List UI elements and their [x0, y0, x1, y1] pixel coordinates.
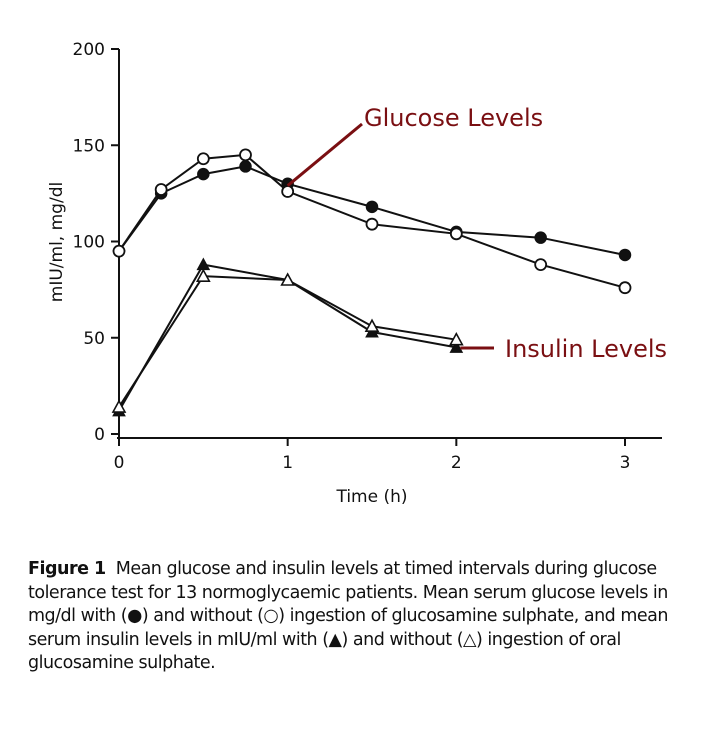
y-tick-label: 150: [73, 136, 105, 156]
data-point-open-circle: [281, 185, 295, 198]
data-point-open-triangle: [195, 268, 211, 282]
figure-caption: Figure 1 Mean glucose and insulin levels …: [28, 558, 688, 676]
x-axis-label: Time (h): [335, 487, 407, 507]
annotation-leader-glucose: [286, 122, 363, 187]
data-point-open-triangle: [448, 332, 464, 346]
data-point-filled-circle: [534, 231, 547, 244]
data-point-open-circle: [534, 258, 548, 272]
data-point-open-circle: [239, 148, 252, 162]
series-layer: [111, 148, 632, 417]
data-point-open-triangle: [280, 272, 296, 286]
data-point-open-circle: [112, 244, 126, 258]
chart: 0 50 100 150 200 0 1 2 3 Time (h) mIU/ml, mg/dl Gl…: [47, 40, 667, 507]
annotation-insulin-levels: Insulin Levels: [505, 335, 667, 363]
series-line-open-triangle: [118, 275, 457, 408]
data-point-open-circle: [618, 281, 632, 295]
data-point-filled-triangle: [196, 257, 211, 271]
annotation-glucose-levels: Glucose Levels: [364, 104, 543, 132]
x-tick-label: 0: [114, 453, 125, 473]
data-point-open-circle: [154, 183, 168, 196]
series-line-filled-triangle: [118, 263, 457, 412]
y-tick-label: 100: [73, 233, 105, 253]
data-point-open-circle: [196, 152, 210, 166]
figure-label: Figure 1: [28, 559, 106, 579]
y-tick-label: 0: [94, 425, 105, 445]
x-tick-label: 2: [451, 453, 462, 473]
data-point-filled-circle: [365, 200, 379, 214]
data-point-open-circle: [365, 217, 379, 231]
data-point-open-circle: [449, 227, 463, 241]
axes: 0 50 100 150 200 0 1 2 3 Time (h) mIU/ml, mg/dl: [47, 40, 662, 507]
y-tick-label: 50: [83, 329, 105, 349]
x-tick-label: 1: [282, 453, 293, 473]
x-tick-label: 3: [620, 453, 631, 473]
y-tick-label: 200: [73, 40, 105, 60]
data-point-open-triangle: [111, 399, 127, 413]
annotations: Glucose Levels Insulin Levels: [286, 104, 667, 363]
data-point-filled-circle: [239, 160, 252, 173]
caption-text: Mean glucose and insulin levels at timed…: [28, 559, 668, 673]
data-point-open-triangle: [364, 318, 380, 333]
y-axis-label: mIU/ml, mg/dl: [47, 182, 67, 302]
data-point-filled-circle: [197, 167, 210, 181]
data-point-filled-circle: [618, 248, 632, 262]
data-point-filled-triangle: [449, 340, 464, 353]
